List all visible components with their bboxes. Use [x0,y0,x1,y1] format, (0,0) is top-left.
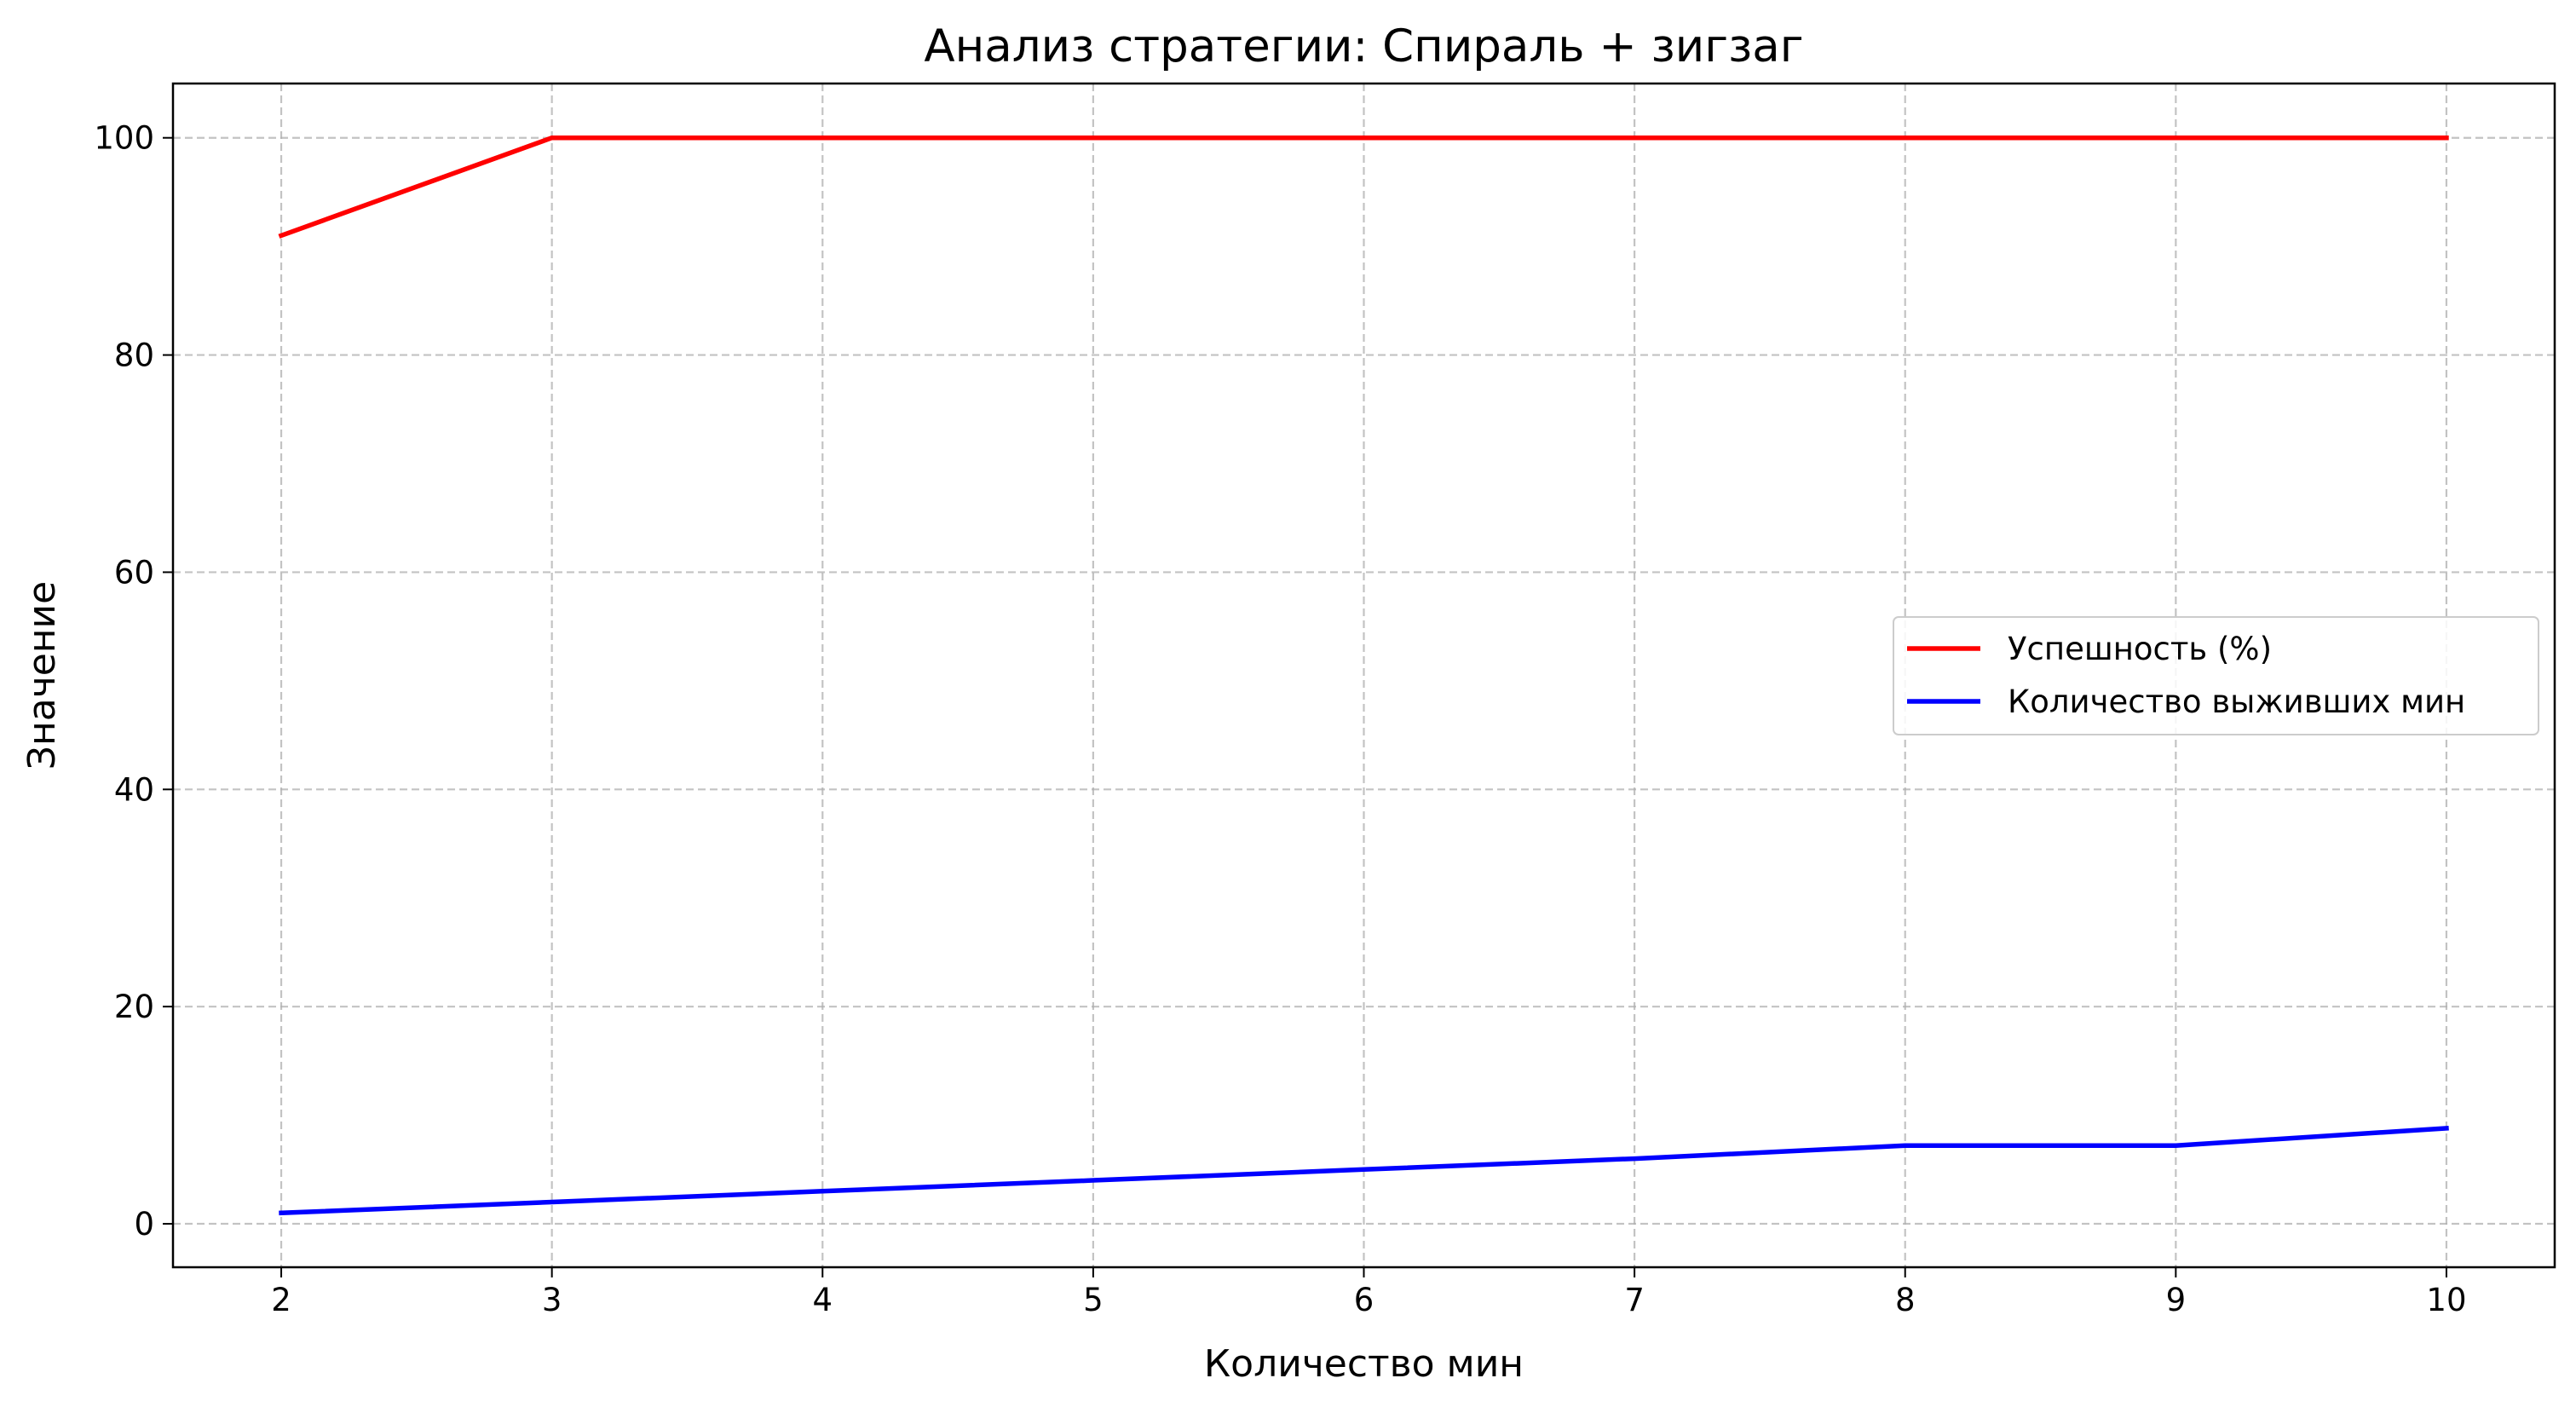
x-tick-label: 5 [1083,1282,1104,1318]
chart-title: Анализ стратегии: Спираль + зигзаг [924,20,1803,72]
y-tick-label: 80 [114,337,154,374]
x-tick-label: 7 [1624,1282,1645,1318]
x-tick-label: 6 [1354,1282,1374,1318]
series-lines [278,135,2449,1216]
legend: Успешность (%) Количество выживших мин [1893,616,2539,735]
x-tick-label: 8 [1895,1282,1916,1318]
legend-box [1893,616,2539,735]
y-axis-label: Значение [20,581,64,770]
x-tick-label: 4 [812,1282,833,1318]
x-tick-label: 10 [2426,1282,2466,1318]
legend-label: Успешность (%) [2008,631,2272,667]
y-tick-label: 100 [94,120,154,157]
y-tick-label: 60 [114,554,154,591]
x-tick-label: 9 [2166,1282,2187,1318]
legend-label: Количество выживших мин [2008,683,2465,720]
y-tick-label: 40 [114,771,154,808]
x-tick-label: 2 [271,1282,291,1318]
y-tick-label: 20 [114,989,154,1025]
x-tick-label: 3 [542,1282,562,1318]
x-axis-label: Количество мин [1204,1342,1524,1386]
y-tick-label: 0 [134,1206,154,1243]
